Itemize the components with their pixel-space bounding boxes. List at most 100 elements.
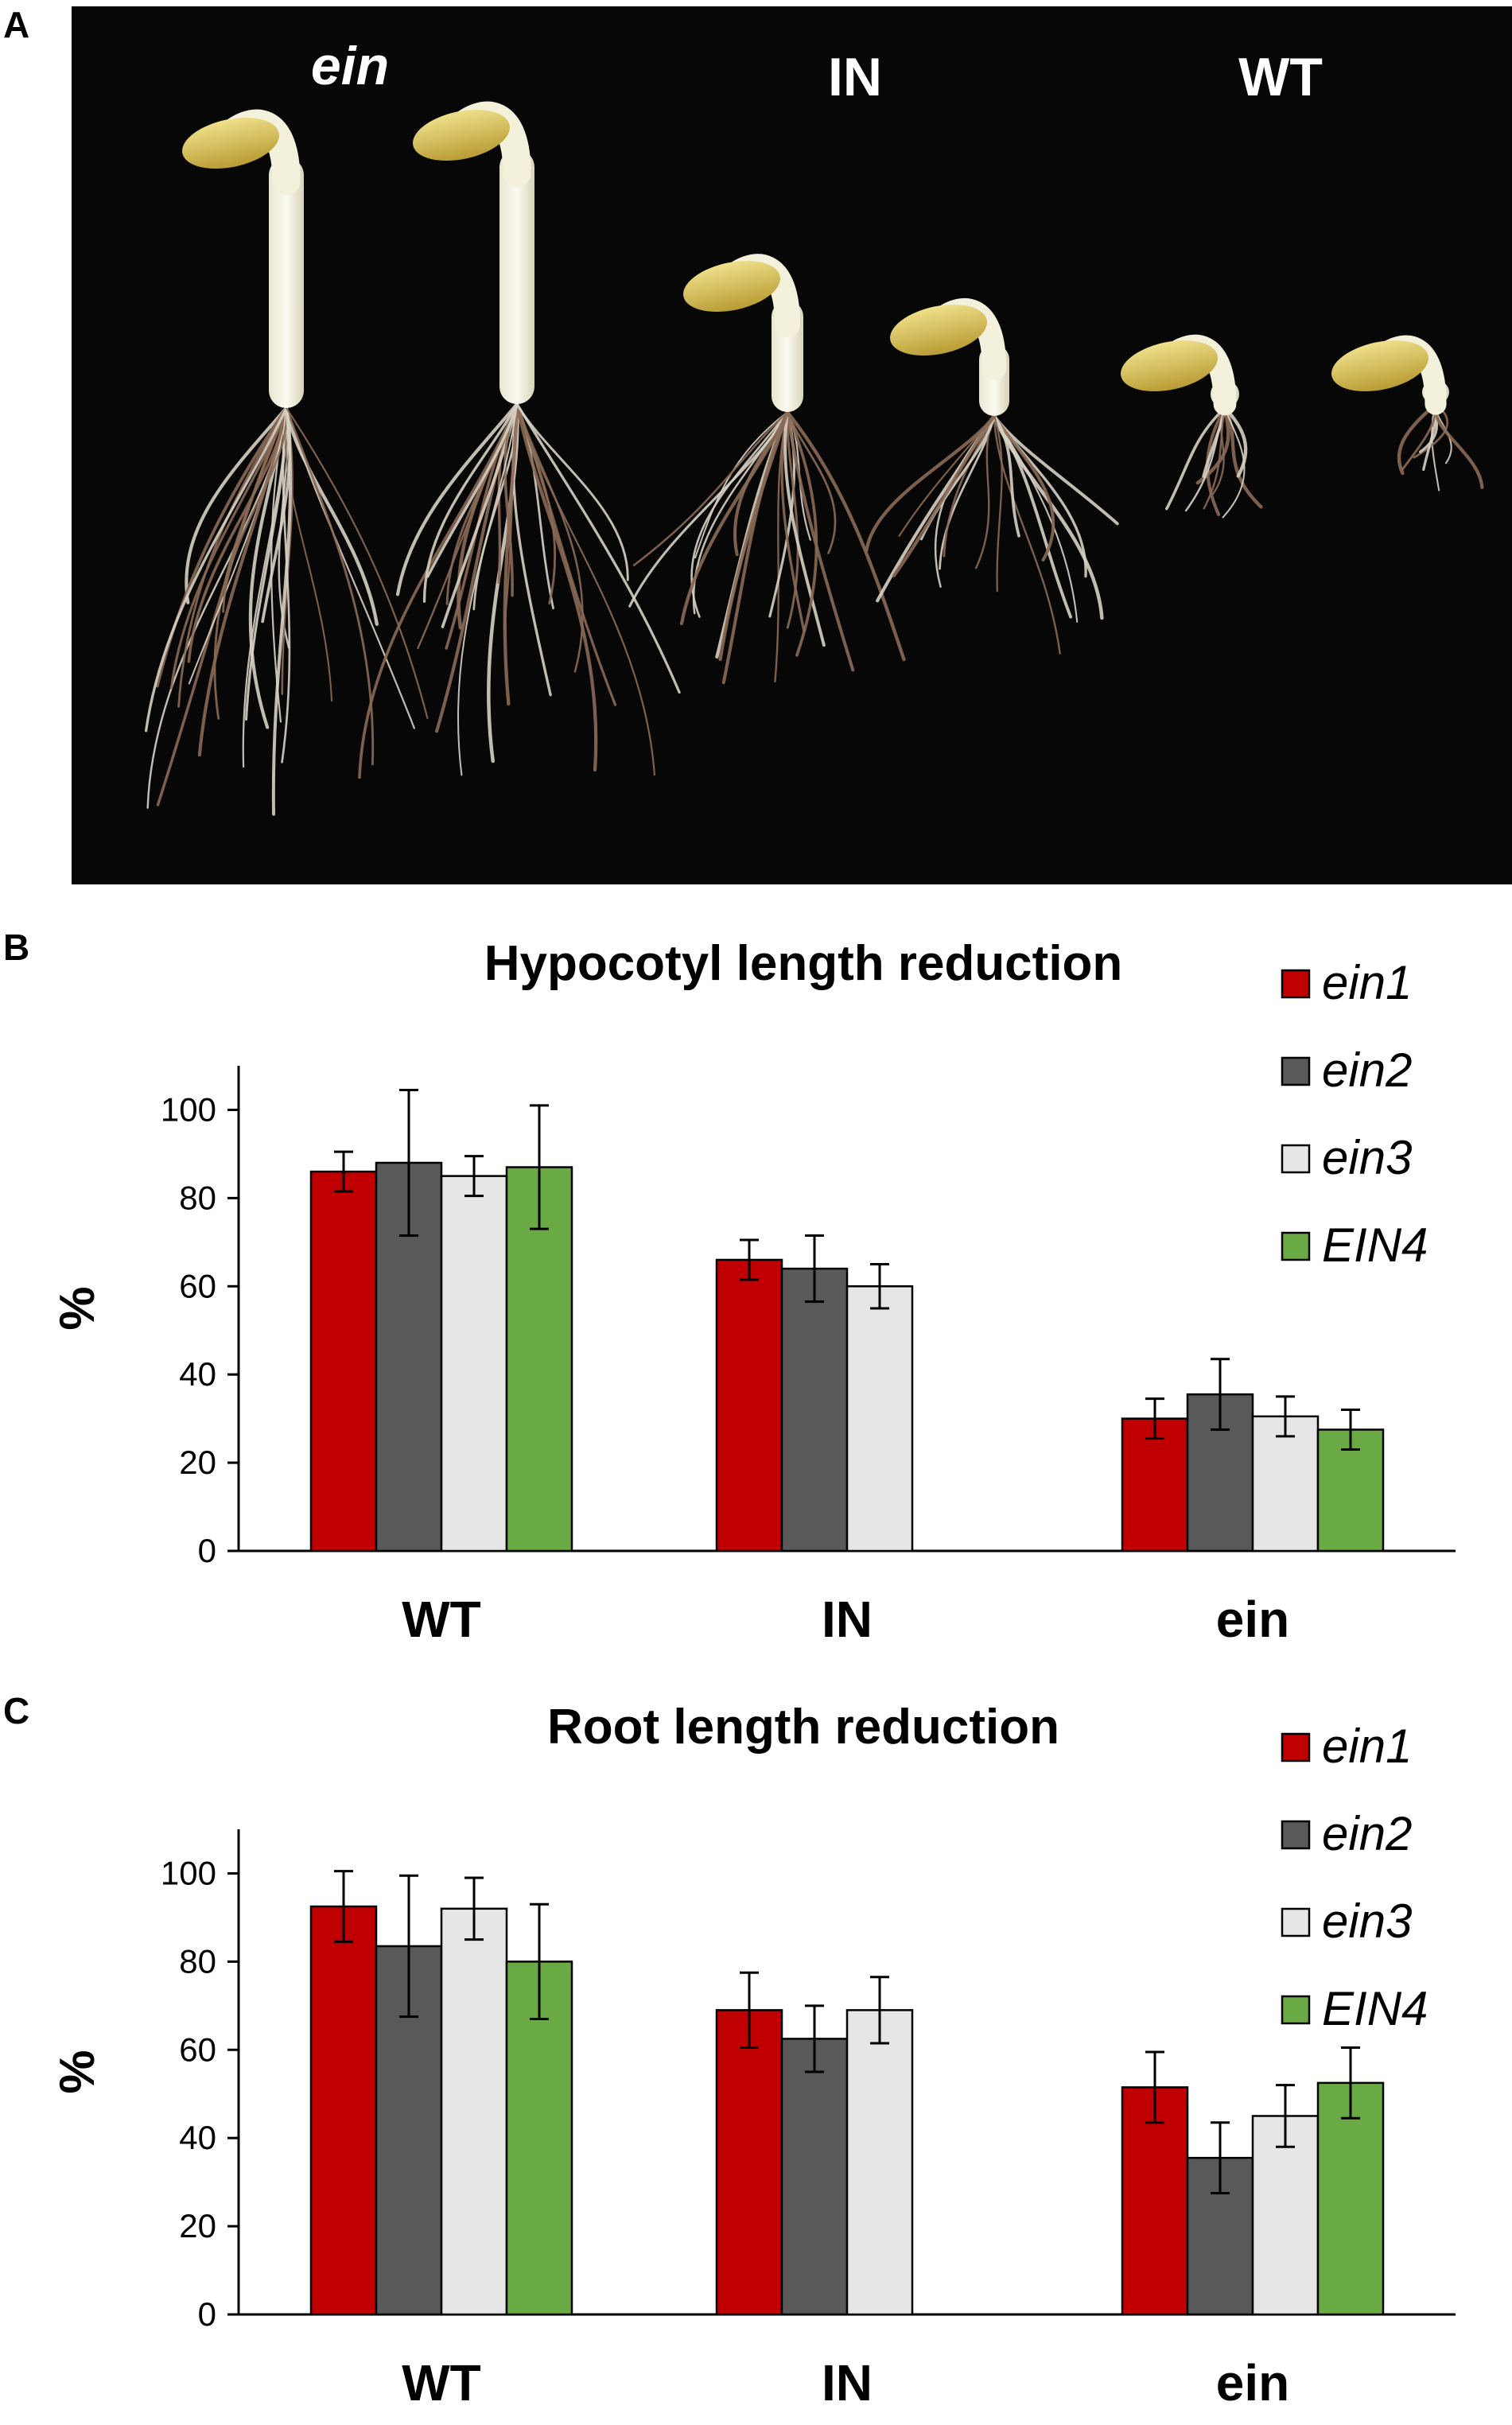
y-tick-label: 0 (198, 2295, 216, 2333)
legend-label-ein3: ein3 (1322, 1895, 1412, 1948)
x-category-label: WT (402, 1591, 481, 1646)
legend-label-ein1: ein1 (1322, 1720, 1412, 1773)
seedlings-group (144, 101, 1484, 816)
y-tick-label: 40 (179, 2119, 216, 2156)
panel-a-letter: A (3, 4, 30, 45)
legend-label-ein2: ein2 (1322, 1043, 1412, 1097)
y-tick-label: 80 (179, 1942, 216, 1980)
photo-label-in: IN (828, 47, 882, 107)
bar-ein1-ein (1121, 2086, 1189, 2316)
hypocotyl-chart: Hypocotyl length reduction% 0 20 40 60 80 100 W… (50, 936, 1456, 1646)
root-strand (694, 410, 789, 559)
legend-swatch-ein3 (1281, 1907, 1311, 1937)
seedling (358, 101, 681, 779)
chart-title: Root length reduction (547, 1700, 1059, 1755)
root-strand (993, 414, 1003, 593)
root-strand (144, 406, 288, 733)
root-strand (457, 402, 519, 776)
bar-ein1-ein (1121, 1417, 1189, 1553)
y-tick-label: 20 (179, 2207, 216, 2244)
root-strand (943, 414, 996, 558)
root-strand (177, 406, 288, 708)
seedling (1331, 335, 1484, 492)
root-strand (248, 406, 289, 729)
legend-label-ein3: ein3 (1322, 1131, 1412, 1184)
x-category-label: ein (1216, 1591, 1289, 1646)
y-tick-label: 100 (161, 1854, 216, 1891)
root-strand (515, 402, 656, 776)
root-strand (515, 402, 629, 581)
chart-title: Hypocotyl length reduction (484, 936, 1123, 991)
root-strand (993, 414, 1055, 562)
root-strand (632, 410, 789, 566)
root-strand (679, 410, 790, 626)
root-strand (197, 406, 289, 757)
seedling-photo: ein IN WT (72, 6, 1512, 884)
root-strand (285, 406, 429, 719)
root-strand (187, 406, 288, 663)
seedling (628, 254, 906, 685)
root-strand (780, 410, 806, 632)
cotyledon (890, 304, 987, 356)
bar-ein2-IN (780, 2038, 849, 2316)
legend-label-ein2: ein2 (1322, 1807, 1412, 1860)
root-strand (515, 402, 681, 694)
legend-swatch-ein1 (1281, 969, 1311, 999)
legend-label-EIN4: EIN4 (1322, 1982, 1428, 2035)
y-tick-label: 60 (179, 1267, 216, 1304)
legend-swatch-ein2 (1281, 1820, 1311, 1850)
root-strand (169, 406, 288, 690)
legend-label-EIN4: EIN4 (1322, 1218, 1428, 1272)
x-category-label: WT (402, 2354, 481, 2411)
x-category-label: IN (822, 1591, 873, 1646)
root-strand (422, 402, 519, 603)
cotyledon (413, 109, 510, 161)
bar-ein3-IN (845, 2009, 914, 2316)
root-strand (786, 410, 855, 672)
root-strand (783, 410, 826, 647)
root-strand (992, 414, 1104, 620)
bar-ein1-WT (309, 1170, 378, 1553)
cotyledon (182, 117, 279, 169)
root-strand (993, 414, 1020, 538)
y-tick-label: 80 (179, 1179, 216, 1216)
root-strand (718, 410, 790, 662)
legend-swatch-ein3 (1281, 1144, 1311, 1174)
root-strand (515, 402, 617, 706)
root-strand (284, 406, 379, 626)
root-strand (457, 402, 519, 630)
root-strand (284, 406, 333, 702)
root-strand (1433, 402, 1484, 490)
bar-ein1-WT (309, 1905, 378, 2316)
photo-label-wt: WT (1238, 47, 1323, 107)
root-strand (1203, 406, 1226, 510)
y-tick-label: 20 (179, 1444, 216, 1481)
root-strand (993, 414, 1061, 655)
seedling (144, 109, 429, 816)
root-strand (1165, 406, 1226, 511)
hypocotyl-stem (499, 150, 534, 404)
bar-EIN4-ein (1316, 2081, 1385, 2316)
bar-ein3-IN (845, 1285, 914, 1553)
root-strand (786, 410, 818, 657)
legend-swatch-EIN4 (1281, 1995, 1311, 2025)
y-tick-label: 100 (161, 1090, 216, 1128)
root-strand (503, 402, 519, 706)
y-tick-label: 60 (179, 2031, 216, 2068)
seedling (1121, 334, 1263, 519)
root-strand (1222, 406, 1248, 478)
root-strand (515, 402, 598, 772)
legend-swatch-ein1 (1281, 1732, 1311, 1762)
cotyledon (1121, 340, 1218, 392)
panel-c-letter: C (3, 1690, 30, 1731)
bar-ein1-IN (715, 1258, 783, 1553)
bar-ein2-IN (780, 1267, 849, 1553)
x-category-label: ein (1216, 2354, 1289, 2411)
bar-ein3-WT (440, 1907, 508, 2316)
root-chart: Root length reduction% 0 20 40 60 80 100 WT IN ei… (50, 1700, 1456, 2411)
root-strand (1184, 406, 1226, 512)
bar-ein3-WT (440, 1175, 508, 1553)
root-strand (426, 402, 519, 578)
x-category-label: IN (822, 2354, 873, 2411)
seedling (865, 298, 1119, 655)
